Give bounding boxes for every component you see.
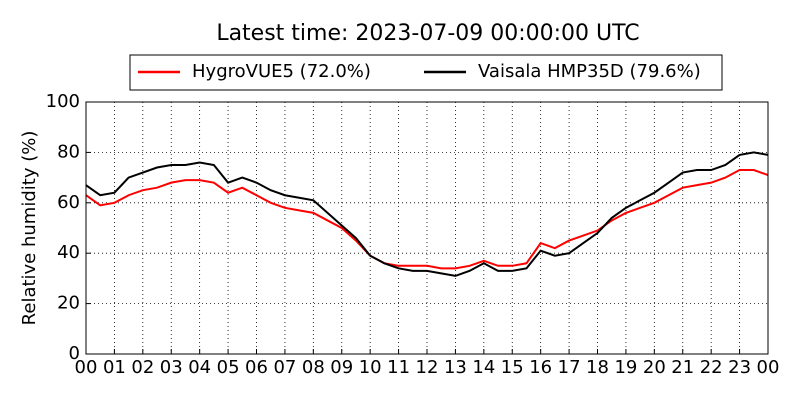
x-tick-label: 03 <box>160 357 183 378</box>
x-tick-label: 01 <box>103 357 126 378</box>
x-tick-label: 05 <box>217 357 240 378</box>
x-tick-label: 04 <box>188 357 211 378</box>
x-tick-label: 18 <box>586 357 609 378</box>
x-tick-label: 10 <box>359 357 382 378</box>
x-tick-label: 02 <box>131 357 154 378</box>
plot-frame <box>85 101 769 355</box>
x-tick-label: 12 <box>416 357 439 378</box>
x-tick-label: 15 <box>501 357 524 378</box>
x-tick-label: 08 <box>302 357 325 378</box>
y-tick-label: 40 <box>57 242 80 263</box>
x-tick-label: 23 <box>728 357 751 378</box>
y-axis-label: Relative humidity (%) <box>19 131 40 326</box>
x-tick-label: 00 <box>75 357 98 378</box>
x-tick-label: 11 <box>387 357 410 378</box>
x-tick-label: 21 <box>671 357 694 378</box>
x-tick-label: 17 <box>558 357 581 378</box>
x-tick-label: 22 <box>700 357 723 378</box>
x-tick-label: 20 <box>643 357 666 378</box>
x-tick-label: 19 <box>614 357 637 378</box>
data-line <box>85 169 769 270</box>
y-tick-label: 60 <box>57 192 80 213</box>
x-tick-label: 07 <box>273 357 296 378</box>
x-tick-label: 06 <box>245 357 268 378</box>
legend-label: HygroVUE5 (72.0%) <box>192 61 371 82</box>
data-line <box>85 151 769 277</box>
chart-title: Latest time: 2023-07-09 00:00:00 UTC <box>216 21 639 46</box>
x-tick-label: 14 <box>472 357 495 378</box>
y-tick-label: 0 <box>69 343 80 364</box>
y-tick-label: 80 <box>57 141 80 162</box>
x-tick-label: 13 <box>444 357 467 378</box>
legend-label: Vaisala HMP35D (79.6%) <box>478 61 701 82</box>
y-tick-label: 100 <box>46 91 80 112</box>
y-tick-label: 20 <box>57 293 80 314</box>
x-tick-label: 00 <box>757 357 780 378</box>
x-tick-label: 09 <box>330 357 353 378</box>
x-tick-label: 16 <box>529 357 552 378</box>
